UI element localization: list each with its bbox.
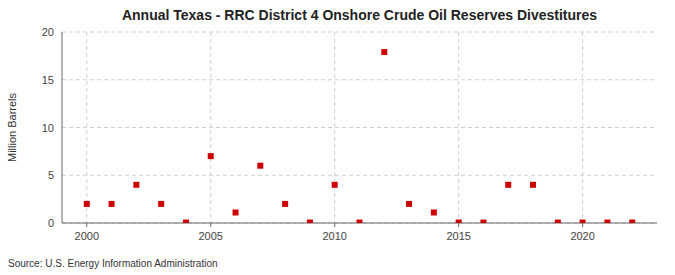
point	[580, 220, 586, 223]
x-tick-mark	[458, 223, 459, 227]
point	[505, 182, 511, 188]
y-tick-label: 0	[48, 217, 54, 229]
point	[332, 182, 338, 188]
point	[133, 182, 139, 188]
point	[480, 220, 486, 223]
point	[431, 209, 437, 215]
x-grid-line	[86, 32, 87, 223]
x-tick-label: 2020	[570, 230, 594, 242]
point	[530, 182, 536, 188]
point	[381, 49, 387, 55]
chart-container: 0 5 10 15 20 2000 2005 2010 2015 2020 Annual Texas…	[0, 0, 675, 275]
y-axis-line	[62, 32, 63, 223]
point	[282, 201, 288, 207]
y-tick-label: 5	[48, 169, 54, 181]
background	[0, 0, 675, 275]
x-tick-labels: 2000 2005 2010 2015 2020	[75, 223, 595, 242]
x-tick-mark	[334, 223, 335, 227]
y-tick-label: 10	[42, 122, 54, 134]
chart-svg: 0 5 10 15 20 2000 2005 2010 2015 2020 Annual Texas…	[0, 0, 675, 275]
point	[456, 220, 462, 223]
y-tick-label: 20	[42, 26, 54, 38]
point	[357, 220, 363, 223]
grid	[62, 32, 657, 223]
point	[555, 220, 561, 223]
y-tick-label: 15	[42, 74, 54, 86]
y-grid-line	[62, 32, 657, 33]
point	[84, 201, 90, 207]
point	[109, 201, 115, 207]
x-grid-line	[582, 32, 583, 223]
point	[307, 220, 313, 223]
x-grid-line	[210, 32, 211, 223]
point	[208, 153, 214, 159]
y-grid-line	[62, 127, 657, 128]
point	[158, 201, 164, 207]
y-grid-line	[62, 79, 657, 80]
point	[183, 220, 189, 223]
x-tick-label: 2015	[446, 230, 470, 242]
x-tick-mark	[210, 223, 211, 227]
title: Annual Texas - RRC District 4 Onshore Cr…	[122, 7, 597, 23]
x-grid-line	[334, 32, 335, 223]
source-annotation: Source: U.S. Energy Information Administ…	[8, 258, 218, 269]
point	[604, 220, 610, 223]
x-tick-label: 2010	[322, 230, 346, 242]
x-tick-label: 2005	[199, 230, 223, 242]
x-tick-label: 2000	[75, 230, 99, 242]
x-grid-line	[458, 32, 459, 223]
point	[233, 209, 239, 215]
point	[406, 201, 412, 207]
x-tick-mark	[582, 223, 583, 227]
point	[629, 220, 635, 223]
y-axis-label: Million Barrels	[6, 92, 18, 162]
point	[257, 163, 263, 169]
y-tick-labels: 0 5 10 15 20	[42, 26, 54, 229]
points	[84, 49, 635, 223]
x-tick-mark	[86, 223, 87, 227]
y-grid-line	[62, 175, 657, 176]
